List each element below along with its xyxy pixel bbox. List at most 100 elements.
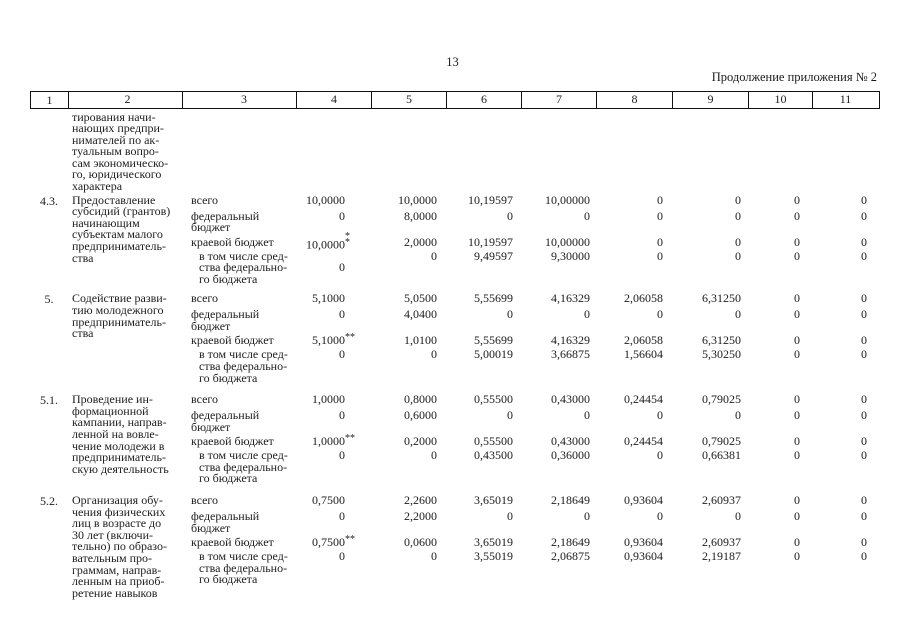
budget-level-label: федеральный бюджет: [191, 208, 260, 235]
value-cell: 1,0000: [312, 392, 345, 407]
value-cell: 1,56604: [624, 347, 663, 362]
budget-level-label: в том числе сред- ства федерально- го бю…: [199, 549, 288, 587]
value-cell: 0: [794, 509, 800, 523]
value-cell: 0: [339, 509, 345, 523]
value-cell: 9,30000: [551, 248, 590, 263]
value-cell: 0: [735, 234, 741, 249]
value-cell: 0,24454: [624, 434, 663, 449]
budget-level-label: федеральный бюджет: [191, 307, 260, 334]
budget-level-label: федеральный бюджет: [191, 408, 260, 434]
value-cell: 0: [861, 208, 867, 223]
value-cell: 0,55500: [474, 392, 513, 407]
value-cell: 0: [735, 208, 741, 223]
value-cell: 0: [657, 307, 663, 322]
value-cell: 0: [657, 192, 663, 207]
value-cell: 0,55500: [474, 434, 513, 449]
value-cell: 0: [861, 291, 867, 306]
value-cell: 2,06058: [624, 333, 663, 348]
budget-level-label: краевой бюджет: [191, 234, 274, 249]
value-cell: 0: [657, 408, 663, 423]
value-cell: 5,0500: [404, 291, 437, 306]
value-cell: 0: [794, 208, 800, 223]
value-cell: 0: [507, 208, 513, 223]
carryover-row: тирования начи- нающих предпри- нимателе…: [30, 110, 880, 193]
value-cell: 10,19597: [468, 192, 513, 207]
value-cell: 0: [794, 392, 800, 407]
value-cell: 0: [657, 234, 663, 249]
value-cell: 2,18649: [551, 493, 590, 507]
value-cell: 0: [507, 408, 513, 423]
header-col-10: 10: [749, 92, 813, 108]
value-cell: 0: [339, 208, 345, 223]
header-col-5: 5: [372, 92, 447, 108]
value-cell: 0,66381: [702, 448, 741, 463]
header-col-1: 1: [31, 92, 69, 108]
value-cell: 0: [794, 448, 800, 463]
value-cell: 0: [584, 307, 590, 322]
header-col-6: 6: [447, 92, 522, 108]
value-cell: 0: [861, 448, 867, 463]
value-cell: 0: [794, 535, 800, 549]
header-col-4: 4: [297, 92, 372, 108]
budget-level-label: всего: [191, 192, 219, 207]
value-cell: 0: [861, 333, 867, 348]
value-cell: 5,1000: [312, 291, 345, 306]
value-cell: 0: [861, 392, 867, 407]
appendix-continuation-label: Продолжение приложения № 2: [711, 70, 877, 84]
table-row-group: 4.3. Предоставление субсидий (грантов) на…: [30, 192, 880, 286]
value-cell: 0: [657, 509, 663, 523]
value-cell: 9,49597: [474, 248, 513, 263]
value-cell: 0,7500**: [312, 534, 355, 549]
value-cell: 0: [657, 208, 663, 223]
value-cell: 3,65019: [474, 535, 513, 549]
value-cell: 0: [794, 434, 800, 449]
value-cell: 10,00000: [545, 192, 590, 207]
budget-level-label: всего: [191, 493, 219, 507]
value-cell: 0: [507, 307, 513, 322]
row-description: Предоставление субсидий (грантов) начина…: [72, 192, 171, 265]
value-cell: 0: [657, 448, 663, 463]
value-cell: 2,06058: [624, 291, 663, 306]
value-cell: 2,60937: [702, 493, 741, 507]
value-cell: 0,0600: [404, 535, 437, 549]
value-cell: 0: [861, 234, 867, 249]
row-number: 5.2.: [40, 494, 58, 508]
budget-level-label: краевой бюджет: [191, 333, 274, 348]
value-cell: 0,8000: [404, 392, 437, 407]
value-cell: 0,2000: [404, 434, 437, 449]
header-col-3: 3: [183, 92, 297, 108]
value-cell: 0: [861, 408, 867, 423]
value-cell: 4,16329: [551, 333, 590, 348]
value-cell: 0: [794, 408, 800, 423]
value-cell: 0,36000: [551, 448, 590, 463]
value-cell: 3,66875: [551, 347, 590, 362]
value-cell: 0: [339, 347, 345, 362]
value-cell: 0: [861, 192, 867, 207]
table-header-row: 1 2 3 4 5 6 7 8 9 10 11: [30, 91, 880, 109]
value-cell: 0: [794, 333, 800, 348]
table-row-group: 5.1. Проведение ин- формационной кампании…: [30, 392, 880, 485]
value-cell: 10,00000: [545, 234, 590, 249]
value-cell: 0: [431, 347, 437, 362]
value-cell: 0,24454: [624, 392, 663, 407]
value-cell: 6,31250: [702, 333, 741, 348]
value-cell: 0: [431, 248, 437, 263]
row-description: Организация обу- чения физических лиц в …: [72, 493, 167, 600]
budget-level-label: федеральный бюджет: [191, 509, 260, 535]
page-number: 13: [446, 55, 459, 69]
value-cell: 0: [507, 509, 513, 523]
value-cell: 0: [584, 208, 590, 223]
row-description: Содействие разви- тию молодежного предпр…: [72, 291, 167, 341]
value-cell: 5,55699: [474, 291, 513, 306]
budget-level-label: краевой бюджет: [191, 434, 274, 449]
value-cell: 0,79025: [702, 434, 741, 449]
value-cell: 2,60937: [702, 535, 741, 549]
row-description: Проведение ин- формационной кампании, на…: [72, 392, 169, 476]
value-cell: 5,30250: [702, 347, 741, 362]
value-cell: 0: [431, 448, 437, 463]
value-cell: 0: [339, 448, 345, 463]
value-cell: 0: [794, 347, 800, 362]
header-col-9: 9: [673, 92, 749, 108]
value-cell: 0: [794, 291, 800, 306]
table-body: тирования начи- нающих предпри- нимателе…: [30, 109, 880, 600]
